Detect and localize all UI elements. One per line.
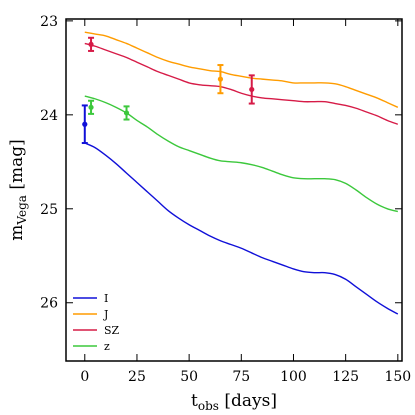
axis-ticks: 0 25 50 75 100 125 150 23 24 25 26 [40,14,411,385]
legend-label: SZ [104,324,120,337]
observation-layer [81,36,255,145]
x-tick-label: 150 [384,369,411,385]
legend-label: J [103,308,108,321]
series-line-J [84,31,399,108]
y-axis-label-rest: [mag] [7,139,27,195]
x-tick-label: 125 [332,369,359,385]
plot-frame [65,18,403,362]
legend: IJ SZ z [73,292,120,353]
x-tick-label: 100 [280,369,307,385]
observation-point [217,76,224,82]
x-tick-label: 50 [180,369,198,385]
x-axis-label: tobs [days] [191,391,277,413]
observation-point [82,121,88,127]
legend-label: z [104,340,110,353]
y-axis-label: mVega [mag] [7,139,29,240]
observation-point [249,86,255,93]
x-axis-label-rest: [days] [219,391,277,411]
x-tick-label: 75 [232,369,250,385]
series-line-z [84,95,399,213]
series-layer [84,31,399,315]
y-tick-label: 26 [40,296,58,312]
x-axis-label-main: t [191,391,198,411]
observation-point [88,104,94,110]
legend-label: I [104,292,108,305]
y-tick-label: 24 [40,108,58,124]
series-line-I [84,142,399,315]
x-axis-label-sub: obs [198,399,219,413]
y-tick-label: 25 [40,202,58,218]
y-tick-label: 23 [40,14,58,30]
observation-point [88,41,94,47]
x-tick-label: 0 [80,369,89,385]
y-axis-label-sub: Vega [15,195,29,226]
observation-point [123,110,130,116]
x-tick-label: 25 [128,369,146,385]
series-line-SZ [84,42,399,125]
y-axis-label-main: m [7,225,27,241]
